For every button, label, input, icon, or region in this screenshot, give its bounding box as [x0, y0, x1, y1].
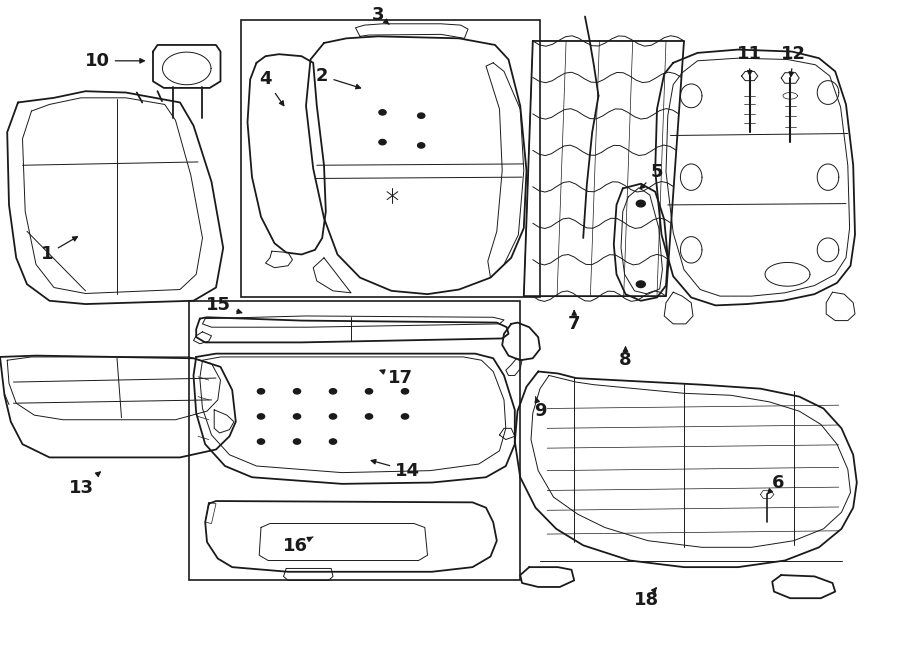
Circle shape [329, 439, 337, 444]
Text: 5: 5 [640, 163, 663, 189]
Circle shape [329, 414, 337, 419]
Circle shape [365, 389, 373, 394]
Text: 16: 16 [283, 537, 313, 555]
Circle shape [418, 143, 425, 148]
Text: 11: 11 [737, 45, 762, 75]
Text: 18: 18 [634, 588, 659, 609]
Text: 17: 17 [380, 369, 413, 387]
Text: 9: 9 [534, 397, 546, 420]
Circle shape [418, 113, 425, 118]
Circle shape [293, 439, 301, 444]
Circle shape [257, 389, 265, 394]
Text: 3: 3 [372, 5, 389, 24]
Text: 6: 6 [768, 473, 785, 494]
Text: 12: 12 [781, 45, 806, 77]
Text: 10: 10 [85, 52, 144, 70]
Circle shape [401, 414, 409, 419]
Circle shape [636, 200, 645, 207]
Circle shape [636, 281, 645, 288]
Bar [189, 301, 520, 580]
Circle shape [293, 414, 301, 419]
Circle shape [379, 110, 386, 115]
Circle shape [329, 389, 337, 394]
Text: 8: 8 [619, 347, 632, 369]
Text: 14: 14 [371, 459, 420, 480]
Circle shape [293, 389, 301, 394]
Circle shape [379, 139, 386, 145]
Text: 4: 4 [259, 70, 284, 106]
Text: 1: 1 [40, 237, 77, 264]
Text: 15: 15 [206, 296, 242, 315]
Text: 13: 13 [68, 472, 100, 497]
Circle shape [257, 414, 265, 419]
Bar [241, 20, 540, 297]
Text: 7: 7 [568, 311, 580, 333]
Text: 2: 2 [316, 67, 361, 89]
Circle shape [365, 414, 373, 419]
Circle shape [401, 389, 409, 394]
Circle shape [257, 439, 265, 444]
